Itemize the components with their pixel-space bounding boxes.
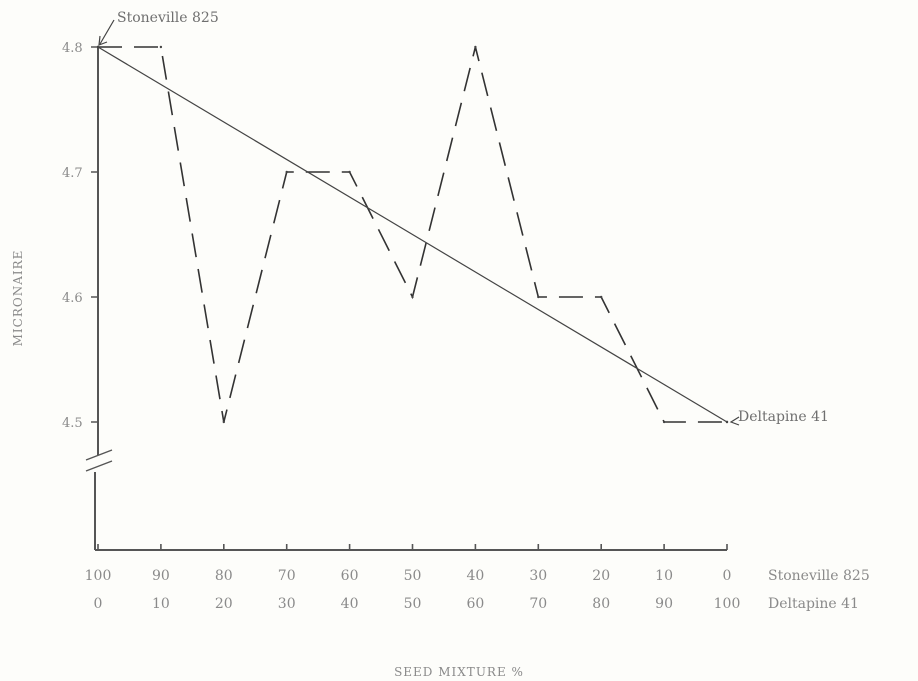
- data-point: [600, 295, 603, 299]
- marks: [96, 19, 740, 426]
- x-tick-label: 80: [215, 568, 233, 584]
- arrowhead-icon: [98, 35, 108, 46]
- x-tick-label: 60: [341, 568, 359, 584]
- arrowhead-icon: [729, 416, 740, 426]
- data-point: [411, 295, 414, 299]
- y-tick-label: 4.7: [62, 166, 83, 181]
- data-point: [474, 45, 477, 49]
- data-point: [285, 170, 288, 174]
- x-tick-label: 70: [529, 596, 547, 612]
- x-tick-label: 20: [215, 596, 233, 612]
- x-tick-label: 20: [592, 568, 610, 584]
- x-tick-label: 30: [529, 568, 547, 584]
- x-tick-label: 60: [466, 596, 484, 612]
- data-point: [222, 420, 225, 424]
- data-point: [159, 45, 163, 49]
- x-tick-label: 10: [152, 596, 170, 612]
- annotation-stoneville: Stoneville 825: [117, 10, 219, 26]
- annotation-arrow: [99, 19, 115, 45]
- x-tick-label: 0: [94, 596, 103, 612]
- x-tick-label: 30: [278, 596, 296, 612]
- data-point: [537, 295, 540, 299]
- data-point: [348, 170, 351, 174]
- x-tick-label: 100: [85, 568, 112, 584]
- axes: [85, 46, 728, 551]
- x-tick-label: 90: [655, 596, 673, 612]
- x-tick-label: 40: [341, 596, 359, 612]
- x-tick-label: 100: [714, 596, 741, 612]
- x-tick-label: 0: [723, 568, 732, 584]
- x-tick-label: 90: [152, 568, 170, 584]
- x-tick-label: 50: [404, 568, 422, 584]
- x-row-label: Deltapine 41: [768, 596, 859, 612]
- x-axis-title: SEED MIXTURE %: [394, 665, 524, 679]
- y-axis-title: MICRONAIRE: [11, 250, 25, 347]
- annotation-deltapine: Deltapine 41: [738, 409, 829, 425]
- data-point: [662, 420, 666, 424]
- x-row-label: Stoneville 825: [768, 568, 870, 584]
- data-point: [96, 45, 100, 49]
- axis-break-mark: [85, 449, 113, 461]
- x-tick-label: 50: [404, 596, 422, 612]
- x-tick-label: 70: [278, 568, 296, 584]
- y-tick-label: 4.6: [62, 291, 83, 306]
- y-tick-label: 4.5: [62, 416, 83, 431]
- y-tick-label: 4.8: [62, 41, 83, 56]
- x-tick-label: 10: [655, 568, 673, 584]
- x-tick-label: 40: [466, 568, 484, 584]
- data-point: [725, 420, 729, 424]
- trend-line: [97, 46, 728, 423]
- x-tick-label: 80: [592, 596, 610, 612]
- axis-break-mark: [85, 460, 113, 472]
